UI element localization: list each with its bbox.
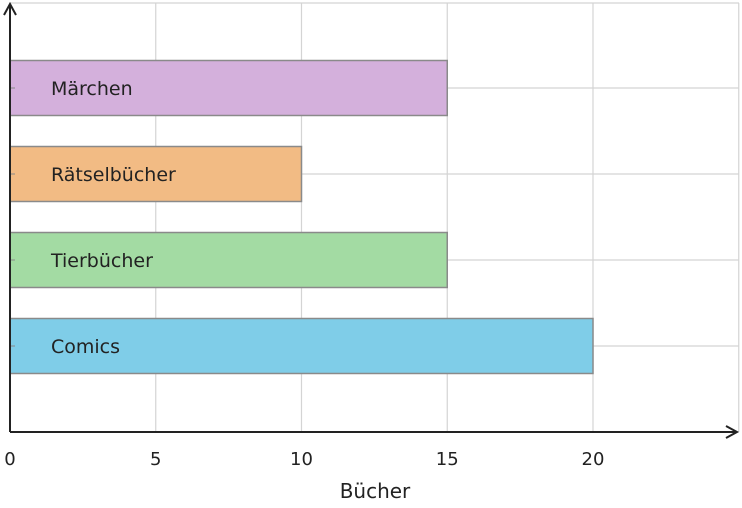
x-axis-title: Bücher: [340, 479, 411, 503]
x-tick-label: 0: [4, 449, 15, 470]
bar-rätselbücher: [9, 145, 303, 203]
axes-group: [3, 1, 740, 439]
y-axis-arrow: [3, 1, 17, 16]
bar-label: Märchen: [51, 78, 133, 100]
x-tick-label: 15: [436, 449, 459, 470]
bar-comics: [9, 317, 594, 375]
x-tick-label: 10: [290, 449, 313, 470]
x-axis-arrow: [725, 425, 740, 439]
bar-label: Comics: [51, 336, 120, 358]
x-tick-label: 5: [150, 449, 161, 470]
x-tick-label: 20: [582, 449, 605, 470]
bars-group: Comics Tierbücher Rätselbücher Märchen: [9, 59, 594, 375]
bar-label: Tierbücher: [50, 250, 153, 272]
bar-märchen: [9, 59, 448, 117]
bar-label: Rätselbücher: [51, 164, 176, 186]
x-tick-labels: 0 5 10 15 20: [4, 449, 604, 470]
